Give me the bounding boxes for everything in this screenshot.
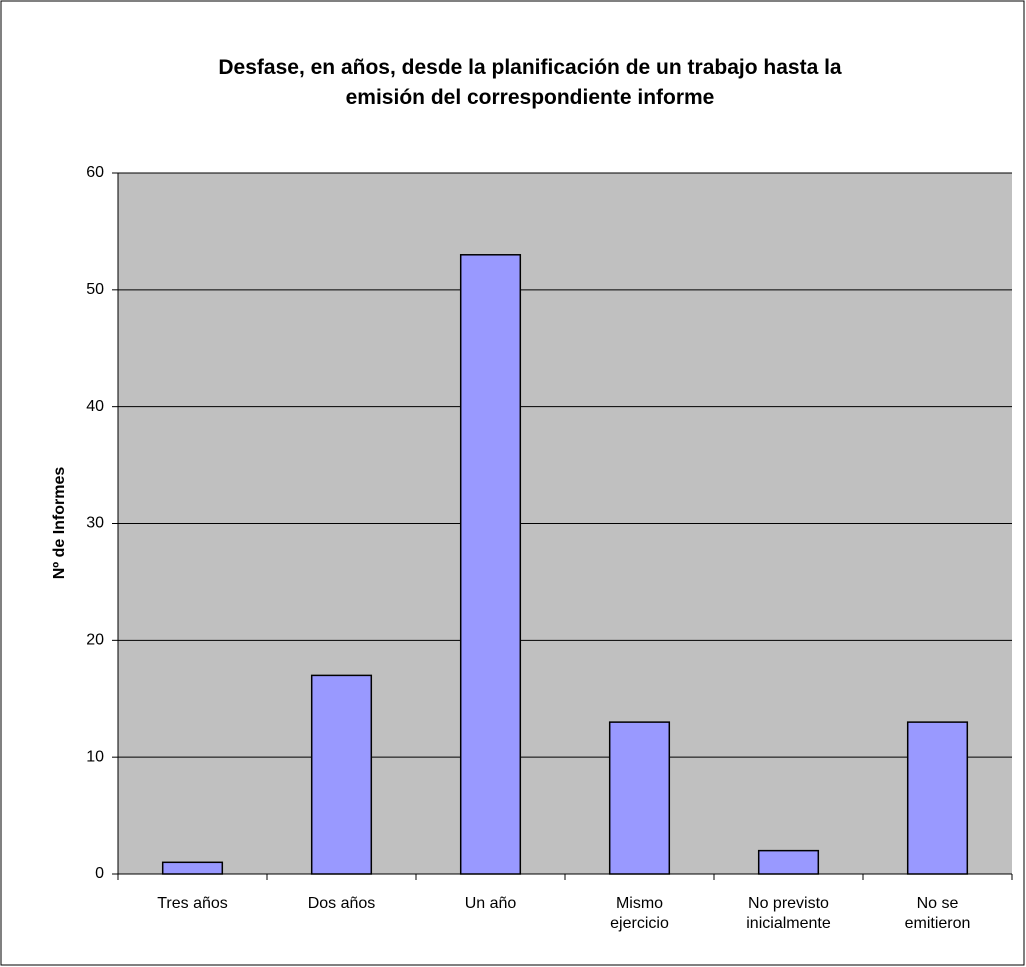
y-tick-label: 10 [86, 748, 104, 765]
bar [906, 721, 969, 875]
x-tick-label: No se emitieron [905, 895, 971, 932]
y-tick-label: 50 [86, 281, 104, 298]
x-tick-label: Mismo ejercicio [610, 895, 669, 932]
y-tick-label: 20 [86, 632, 104, 649]
y-tick-label: 30 [86, 515, 104, 532]
bar [310, 674, 373, 875]
y-axis-title: Nº de Informes [51, 467, 68, 580]
bar [459, 254, 522, 875]
bar [757, 849, 820, 875]
y-tick-label: 0 [95, 865, 104, 882]
bar [608, 721, 671, 875]
x-tick-label: Un año [465, 895, 517, 912]
x-tick-label: Tres años [157, 895, 228, 912]
x-tick-label: Dos años [308, 895, 376, 912]
y-tick-label: 40 [86, 398, 104, 415]
x-tick-label: No previsto inicialmente [746, 895, 831, 932]
y-tick-label: 60 [86, 164, 104, 181]
chart-title: Desfase, en años, desde la planificación… [218, 56, 842, 109]
bar [161, 861, 224, 875]
